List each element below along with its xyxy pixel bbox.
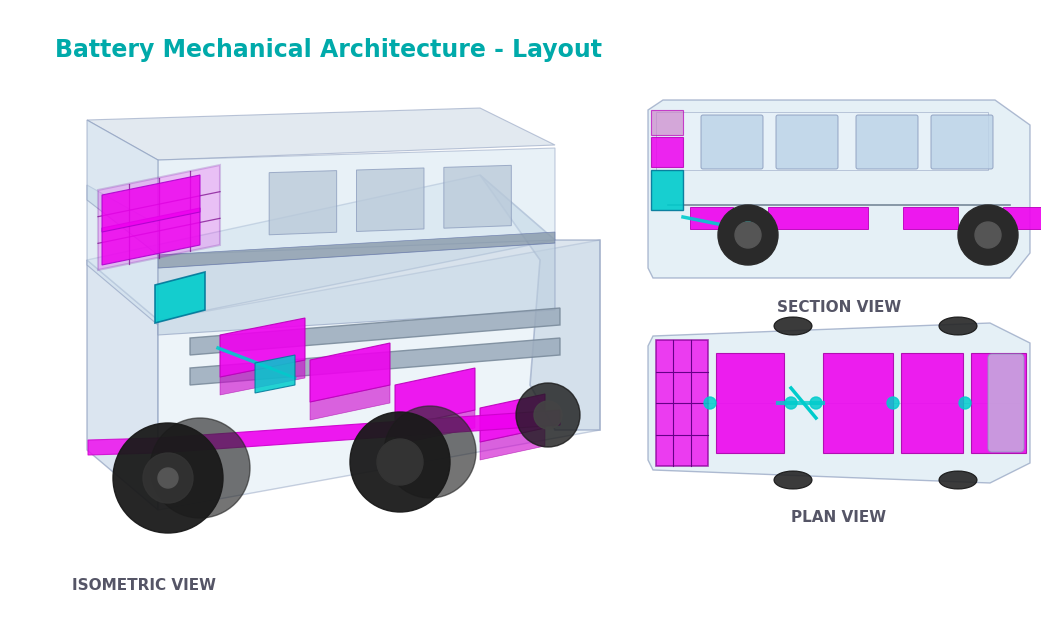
Polygon shape: [158, 243, 555, 335]
Polygon shape: [395, 410, 475, 445]
FancyBboxPatch shape: [776, 115, 838, 169]
Polygon shape: [480, 394, 545, 442]
Text: ISOMETRIC VIEW: ISOMETRIC VIEW: [72, 578, 215, 593]
Circle shape: [534, 401, 562, 429]
Circle shape: [975, 222, 1001, 248]
Circle shape: [143, 453, 193, 503]
Circle shape: [350, 412, 450, 512]
Polygon shape: [648, 100, 1030, 278]
Ellipse shape: [775, 471, 812, 489]
Polygon shape: [255, 355, 295, 393]
Text: SECTION VIEW: SECTION VIEW: [777, 300, 902, 315]
Circle shape: [959, 397, 971, 409]
Polygon shape: [310, 385, 390, 420]
FancyBboxPatch shape: [988, 354, 1024, 452]
Polygon shape: [98, 165, 220, 270]
Polygon shape: [443, 165, 511, 228]
Polygon shape: [102, 175, 200, 232]
Polygon shape: [220, 318, 305, 377]
Polygon shape: [88, 438, 158, 455]
Polygon shape: [87, 185, 158, 325]
Bar: [1002, 207, 1041, 229]
Circle shape: [113, 423, 223, 533]
Polygon shape: [480, 175, 600, 430]
Polygon shape: [158, 240, 600, 510]
Text: PLAN VIEW: PLAN VIEW: [791, 510, 887, 525]
Polygon shape: [310, 343, 390, 402]
Circle shape: [810, 397, 822, 409]
Polygon shape: [270, 170, 336, 235]
Circle shape: [516, 383, 580, 447]
Ellipse shape: [939, 317, 977, 335]
Bar: [971, 353, 1026, 453]
Ellipse shape: [775, 317, 812, 335]
Polygon shape: [191, 338, 560, 385]
Circle shape: [150, 418, 250, 518]
Circle shape: [887, 397, 899, 409]
Bar: [768, 207, 868, 229]
Bar: [690, 207, 733, 229]
FancyBboxPatch shape: [701, 115, 763, 169]
Bar: [823, 353, 893, 453]
Polygon shape: [87, 260, 158, 510]
Ellipse shape: [939, 471, 977, 489]
Bar: [656, 340, 708, 466]
Polygon shape: [191, 308, 560, 355]
Polygon shape: [356, 168, 424, 232]
Polygon shape: [87, 108, 555, 160]
Circle shape: [735, 222, 761, 248]
Polygon shape: [395, 368, 475, 427]
Polygon shape: [158, 410, 560, 453]
Circle shape: [718, 205, 778, 265]
Polygon shape: [158, 232, 555, 268]
Polygon shape: [480, 428, 545, 460]
Polygon shape: [102, 208, 200, 265]
Bar: [903, 207, 958, 229]
Circle shape: [158, 468, 178, 488]
Text: Battery Mechanical Architecture - Layout: Battery Mechanical Architecture - Layout: [55, 38, 602, 62]
Circle shape: [377, 439, 423, 485]
Polygon shape: [648, 323, 1030, 483]
Bar: [716, 353, 784, 453]
Circle shape: [785, 397, 797, 409]
Polygon shape: [158, 148, 555, 255]
Circle shape: [704, 397, 716, 409]
Circle shape: [739, 222, 757, 240]
Circle shape: [958, 205, 1018, 265]
Bar: [651, 137, 683, 167]
Bar: [651, 110, 683, 135]
FancyBboxPatch shape: [856, 115, 918, 169]
Circle shape: [384, 406, 476, 498]
Bar: [656, 112, 988, 170]
Polygon shape: [87, 175, 555, 320]
Bar: [902, 353, 963, 453]
Polygon shape: [155, 272, 205, 323]
Polygon shape: [87, 120, 158, 255]
Polygon shape: [220, 360, 305, 395]
Bar: [651, 170, 683, 210]
FancyBboxPatch shape: [931, 115, 993, 169]
